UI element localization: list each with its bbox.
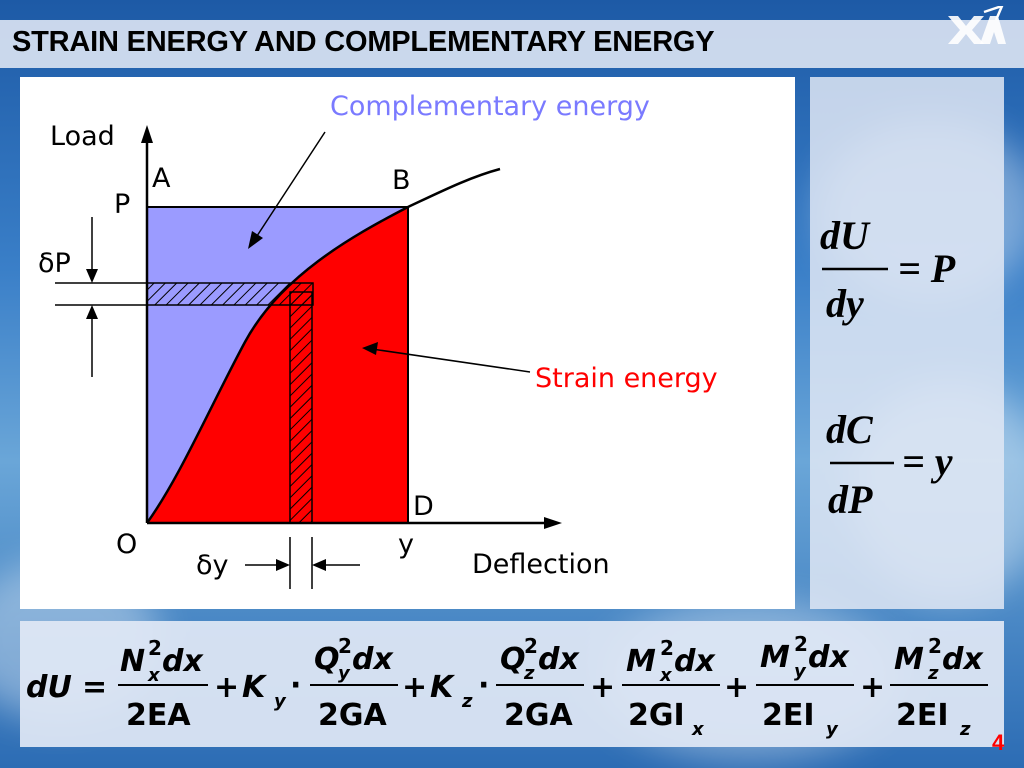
t5-num-b: dx: [808, 640, 850, 675]
derivative-equations-panel: dU dy = P dC dP = y: [810, 77, 1004, 609]
t6-num-sub: z: [927, 663, 939, 684]
label-strain: Strain energy: [535, 363, 718, 394]
k1-dot: ·: [290, 668, 301, 703]
t5-num-sup: 2: [794, 632, 808, 656]
institution-logo: [948, 6, 1006, 44]
eq2-denominator: dP: [828, 477, 873, 522]
label-p: P: [114, 189, 130, 220]
strain-pointer-head: [362, 342, 378, 355]
strain-energy-formula-panel: dU = N 2 x dx 2EA + K y · Q 2 y dx 2GA +…: [20, 621, 1004, 747]
strain-energy-diagram: Complementary energy Strain energy Load …: [38, 91, 718, 589]
t2-den: 2GA: [318, 698, 387, 733]
label-point-b: B: [392, 165, 411, 196]
plus-4: +: [724, 670, 749, 705]
strain-energy-region: [147, 207, 408, 523]
delta-y-strip: [289, 291, 313, 524]
plus-3: +: [590, 670, 615, 705]
derivative-equations: dU dy = P dC dP = y: [820, 213, 956, 522]
energy-diagram-panel: Complementary energy Strain energy Load …: [20, 77, 795, 609]
label-point-d: D: [413, 491, 434, 522]
complementary-pointer-head: [248, 231, 263, 249]
k2-sub: z: [461, 691, 473, 712]
t4-den-a: 2GI: [628, 698, 685, 733]
t4-den-sub: x: [691, 719, 705, 740]
t3-num-b: dx: [538, 642, 580, 677]
t3-den: 2GA: [504, 698, 573, 733]
t5-num-sub: y: [794, 661, 807, 682]
k2: K: [430, 670, 456, 705]
dp-arrow-top-head: [86, 269, 98, 283]
page-number: 4: [992, 730, 1005, 755]
t4-num-sub: x: [659, 665, 673, 686]
label-delta-y: δy: [196, 550, 229, 581]
plus-2: +: [402, 670, 427, 705]
label-delta-p: δP: [38, 248, 71, 279]
t4-num-sup: 2: [660, 636, 674, 660]
t3-num-sup: 2: [524, 634, 538, 658]
label-y: y: [398, 529, 414, 560]
label-complementary: Complementary energy: [330, 91, 650, 122]
eq1-denominator: dy: [826, 281, 864, 326]
strain-energy-formula: dU = N 2 x dx 2EA + K y · Q 2 y dx 2GA +…: [26, 632, 988, 740]
t5-num-a: M: [760, 640, 790, 675]
t2-num-b: dx: [352, 642, 394, 677]
t6-num-a: M: [894, 642, 924, 677]
load-deflection-curve: [145, 167, 501, 524]
label-point-o: O: [116, 529, 137, 560]
plus-5: +: [860, 670, 885, 705]
k2-dot: ·: [478, 668, 489, 703]
slide-title: STRAIN ENERGY AND COMPLEMENTARY ENERGY: [12, 26, 715, 58]
formula-equals: =: [82, 670, 107, 705]
label-load: Load: [50, 121, 115, 152]
t6-num-b: dx: [942, 642, 984, 677]
t1-num-sub: x: [147, 665, 161, 686]
t2-num-a: Q: [314, 642, 340, 677]
eq2-numerator: dC: [826, 407, 874, 452]
formula-lhs: dU: [26, 670, 72, 705]
label-deflection: Deflection: [472, 549, 610, 580]
t6-den-sub: z: [959, 719, 971, 740]
plus-1: +: [214, 670, 239, 705]
eq2-rhs: = y: [902, 439, 953, 484]
dp-arrow-bottom-head: [86, 305, 98, 319]
t2-num-sub: y: [338, 663, 351, 684]
k1: K: [242, 670, 268, 705]
dy-arrow-left-head: [276, 559, 290, 571]
eq1-rhs: = P: [898, 246, 956, 291]
label-point-a: A: [152, 163, 171, 194]
t4-num-b: dx: [674, 644, 716, 679]
title-bar: STRAIN ENERGY AND COMPLEMENTARY ENERGY: [0, 20, 1024, 68]
t1-den: 2EA: [126, 698, 191, 733]
t4-num-a: M: [626, 644, 656, 679]
t6-num-sup: 2: [928, 634, 942, 658]
t1-num-b: dx: [162, 644, 204, 679]
t5-den-sub: y: [826, 719, 839, 740]
complementary-pointer: [254, 131, 326, 240]
t1-num-sup: 2: [148, 636, 162, 660]
strain-pointer: [371, 348, 531, 373]
t3-num-a: Q: [500, 642, 526, 677]
load-axis-arrow: [141, 125, 153, 143]
eq1-numerator: dU: [820, 213, 871, 258]
dy-arrow-right-head: [312, 559, 326, 571]
t6-den-a: 2EI: [896, 698, 949, 733]
t3-num-sub: z: [523, 663, 535, 684]
t1-num-a: N: [120, 644, 145, 679]
k1-sub: y: [274, 691, 287, 712]
t5-den-a: 2EI: [762, 698, 815, 733]
t2-num-sup: 2: [338, 634, 352, 658]
deflection-axis-arrow: [544, 517, 562, 529]
